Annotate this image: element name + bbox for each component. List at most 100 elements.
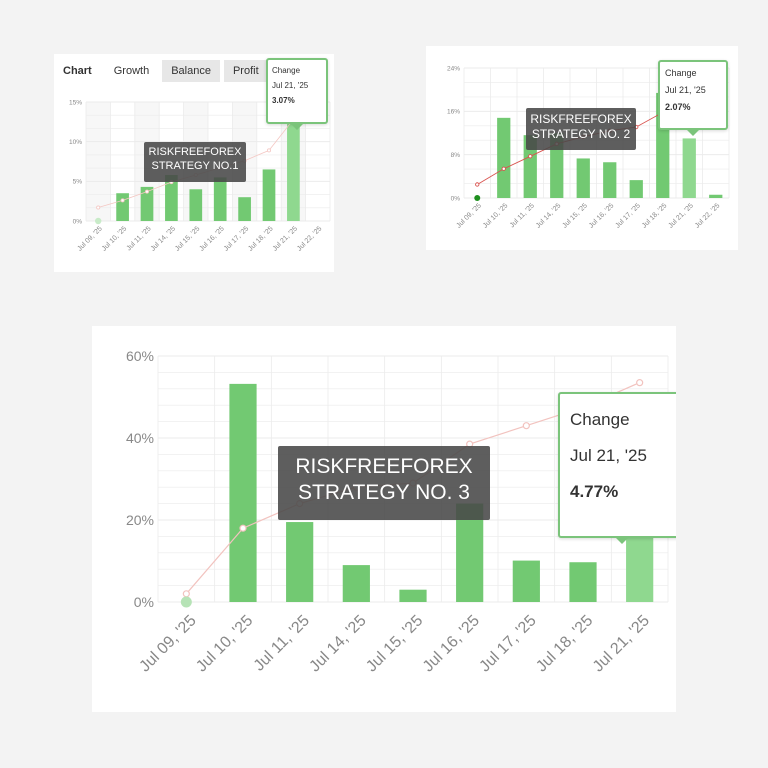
x-tick-label: Jul 15, '25 xyxy=(174,225,201,252)
line-point xyxy=(522,422,530,430)
start-marker xyxy=(95,217,102,225)
bar xyxy=(342,565,370,602)
bar xyxy=(603,162,617,198)
bar xyxy=(709,194,723,198)
x-tick-label: Jul 22, '25 xyxy=(296,225,323,252)
tab-balance[interactable]: Balance xyxy=(162,60,220,82)
tooltip-value: 3.07% xyxy=(272,96,295,105)
bar xyxy=(523,135,537,198)
x-tick-label: Jul 11, '25 xyxy=(509,202,536,229)
bar xyxy=(262,169,276,221)
tooltip-value: 4.77% xyxy=(570,482,619,501)
tooltip-title: Change xyxy=(570,410,630,429)
x-tick-label: Jul 21, '25 xyxy=(668,202,695,229)
watermark-badge: RISKFREEFOREX STRATEGY NO. 2 xyxy=(526,108,636,150)
change-tooltip: Change Jul 21, '25 4.77% xyxy=(558,392,676,544)
y-tick-label: 60% xyxy=(126,348,154,364)
y-tick-label: 0% xyxy=(134,594,154,610)
bar xyxy=(569,562,597,602)
tooltip-title: Change xyxy=(272,66,301,75)
x-tick-label: Jul 11, '25 xyxy=(251,612,313,674)
bar xyxy=(497,117,511,198)
y-tick-label: 0% xyxy=(451,195,461,202)
chart-panel-strategy-3: 0% 20% 40% 60% Jul 09, '25 Jul 10, '25 Jul 11,… xyxy=(92,326,676,712)
watermark-badge: RISKFREEFOREX STRATEGY NO. 3 xyxy=(278,446,490,520)
change-tooltip: Change Jul 21, '25 2.07% xyxy=(658,60,728,136)
y-tick-label: 0% xyxy=(73,218,83,225)
x-tick-label: Jul 18, '25 xyxy=(533,612,596,675)
bar xyxy=(576,158,590,198)
x-tick-label: Jul 18, '25 xyxy=(641,202,668,229)
tab-chart[interactable]: Chart xyxy=(63,65,92,77)
x-tick-label: Jul 10, '25 xyxy=(193,612,256,675)
y-tick-label: 10% xyxy=(69,139,82,146)
badge-line-1: RISKFREEFOREX xyxy=(148,146,242,158)
bar xyxy=(116,193,129,221)
line-point xyxy=(182,590,190,598)
x-tick-label: Jul 14, '25 xyxy=(150,225,177,252)
x-tick-label: Jul 11, '25 xyxy=(126,225,153,252)
x-tick-label: Jul 17, '25 xyxy=(476,612,539,675)
start-marker xyxy=(180,596,192,608)
bar xyxy=(286,522,314,602)
x-tick-label: Jul 09, '25 xyxy=(456,202,483,229)
tooltip-date: Jul 21, '25 xyxy=(272,81,309,90)
bar xyxy=(456,503,484,602)
bar xyxy=(213,177,227,221)
tab-profit[interactable]: Profit xyxy=(223,60,268,82)
line-point xyxy=(239,524,247,532)
y-tick-label: 15% xyxy=(69,99,82,106)
bar xyxy=(512,560,540,602)
x-tick-label: Jul 09, '25 xyxy=(136,612,199,675)
x-tick-label: Jul 17, '25 xyxy=(223,225,250,252)
x-tick-label: Jul 09, '25 xyxy=(76,225,103,252)
tooltip-date: Jul 21, '25 xyxy=(570,446,647,465)
line-point xyxy=(145,189,150,194)
y-tick-label: 16% xyxy=(447,109,460,116)
badge-line-2: STRATEGY NO.1 xyxy=(151,159,239,172)
x-tick-label: Jul 15, '25 xyxy=(363,612,426,675)
badge-line-2: STRATEGY NO. 2 xyxy=(531,127,631,141)
start-marker xyxy=(474,195,481,201)
line-point xyxy=(266,148,271,153)
line-point xyxy=(120,198,125,203)
bar xyxy=(626,536,654,602)
chart-tab-bar: Chart Growth Balance Profit ⌄ xyxy=(54,54,294,88)
bar xyxy=(682,138,696,198)
line-point xyxy=(501,166,506,171)
line-point xyxy=(475,182,480,187)
x-tick-label: Jul 10, '25 xyxy=(101,225,128,252)
badge-line-1: RISKFREEFOREX xyxy=(295,455,473,478)
x-tick-label: Jul 14, '25 xyxy=(535,202,562,229)
bar xyxy=(189,189,203,221)
x-tick-label: Jul 21, '25 xyxy=(590,612,653,675)
bar xyxy=(399,589,427,602)
line-point xyxy=(96,205,101,210)
x-tick-label: Jul 16, '25 xyxy=(420,612,483,675)
tooltip-title: Change xyxy=(665,68,697,78)
chart-panel-strategy-2: 0% 8% 16% 24% Jul 09, '25 Jul 10, '25 Jul 11, … xyxy=(426,46,738,250)
bar xyxy=(140,186,154,221)
badge-line-2: STRATEGY NO. 3 xyxy=(298,481,470,505)
x-tick-label: Jul 16, '25 xyxy=(198,225,225,252)
x-tick-label: Jul 14, '25 xyxy=(306,612,369,675)
y-tick-label: 24% xyxy=(447,65,460,72)
y-tick-label: 20% xyxy=(126,512,154,528)
y-tick-label: 5% xyxy=(73,179,83,186)
tab-growth[interactable]: Growth xyxy=(104,60,159,82)
bar xyxy=(229,383,257,602)
column-stripe xyxy=(86,102,111,221)
x-tick-label: Jul 18, '25 xyxy=(247,225,274,252)
line-point xyxy=(636,379,644,387)
line-point xyxy=(528,154,533,159)
bar xyxy=(238,197,251,221)
bar xyxy=(165,174,178,221)
bar xyxy=(287,117,300,221)
bar xyxy=(629,180,643,198)
change-tooltip: Change Jul 21, '25 3.07% xyxy=(266,58,328,130)
y-tick-label: 40% xyxy=(126,430,154,446)
y-tick-label: 8% xyxy=(451,152,461,159)
watermark-badge: RISKFREEFOREX STRATEGY NO.1 xyxy=(144,142,246,182)
